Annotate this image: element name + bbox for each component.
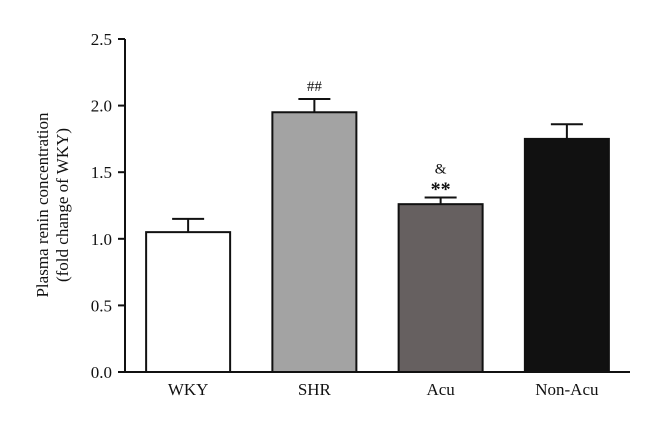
y-tick-label: 1.5 xyxy=(91,163,112,182)
x-tick-label: WKY xyxy=(168,380,209,399)
y-axis-label-line-2: (fold change of WKY) xyxy=(53,128,72,282)
y-axis-label: Plasma renin concentration (fold change … xyxy=(33,112,72,298)
x-tick-label: SHR xyxy=(298,380,332,399)
bar-acu xyxy=(397,203,484,373)
significance-marker: ** xyxy=(431,179,451,201)
y-tick-label: 2.5 xyxy=(91,30,112,49)
bar-wky xyxy=(145,231,232,373)
y-tick-label: 0.5 xyxy=(91,296,112,315)
y-tick-label: 2.0 xyxy=(91,97,112,116)
bar-shr xyxy=(271,111,358,373)
bars xyxy=(145,111,610,373)
bar-non-acu xyxy=(523,137,610,373)
y-tick-label: 1.0 xyxy=(91,230,112,249)
significance-marker: & xyxy=(435,162,447,178)
annotations: ## **& xyxy=(307,79,451,201)
y-tick-label: 0.0 xyxy=(91,363,112,382)
y-axis-label-line-1: Plasma renin concentration xyxy=(33,112,52,298)
x-tick-labels: WKY SHR Acu Non-Acu xyxy=(168,380,599,399)
x-tick-label: Acu xyxy=(426,380,455,399)
significance-marker: ## xyxy=(307,79,323,95)
error-bars xyxy=(172,97,583,233)
x-tick-label: Non-Acu xyxy=(535,380,599,399)
y-ticks: 0.0 0.5 1.0 1.5 2.0 2.5 xyxy=(91,30,125,382)
